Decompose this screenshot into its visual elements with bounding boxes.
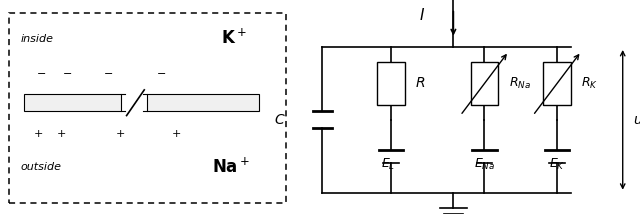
Text: +: + [116,129,125,139]
Text: K$^+$: K$^+$ [221,29,246,48]
Text: +: + [57,129,67,139]
Text: +: + [33,129,43,139]
Bar [378,62,405,105]
Text: −: − [157,69,166,79]
Text: +: + [172,129,181,139]
Text: outside: outside [20,162,61,172]
Bar [543,62,571,105]
Text: Na$^+$: Na$^+$ [212,157,250,177]
Bar [147,94,259,111]
Text: $E_{Na}$: $E_{Na}$ [474,157,495,172]
Text: inside: inside [20,34,54,43]
Text: $E_L$: $E_L$ [381,157,395,172]
Text: $R$: $R$ [415,76,426,91]
Text: $E_K$: $E_K$ [549,157,565,172]
Text: −: − [63,69,72,79]
Text: $u$: $u$ [633,113,640,127]
Text: $I$: $I$ [419,7,425,23]
Text: $R_{Na}$: $R_{Na}$ [509,76,531,91]
Bar [470,62,499,105]
Text: $R_K$: $R_K$ [581,76,598,91]
Text: $C$: $C$ [274,113,285,127]
Bar [24,94,121,111]
Text: −: − [36,69,46,79]
Text: −: − [104,69,114,79]
